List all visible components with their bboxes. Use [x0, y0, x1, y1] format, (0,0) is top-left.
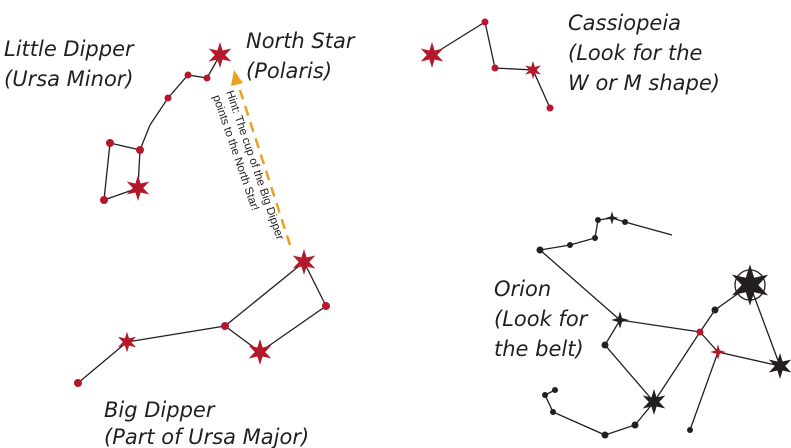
label: (Look for the — [568, 41, 702, 65]
label: W or M shape) — [568, 71, 720, 95]
label: Big Dipper — [104, 398, 216, 422]
label: (Polaris) — [246, 59, 332, 83]
label: (Ursa Minor) — [4, 67, 134, 91]
star-map: Little Dipper (Ursa Minor) North Star (P… — [0, 0, 791, 448]
label: North Star — [246, 29, 356, 53]
label: (Look for — [494, 307, 589, 331]
label: (Part of Ursa Major) — [104, 425, 309, 448]
label: the belt) — [494, 337, 584, 361]
label: Little Dipper — [4, 37, 135, 61]
big-dipper — [74, 249, 330, 387]
label: Cassiopeia — [568, 11, 681, 35]
label: Orion — [494, 277, 551, 301]
hint-text: Hint: The cup of the Big Dipper — [223, 89, 286, 242]
cassiopeia — [421, 19, 554, 112]
